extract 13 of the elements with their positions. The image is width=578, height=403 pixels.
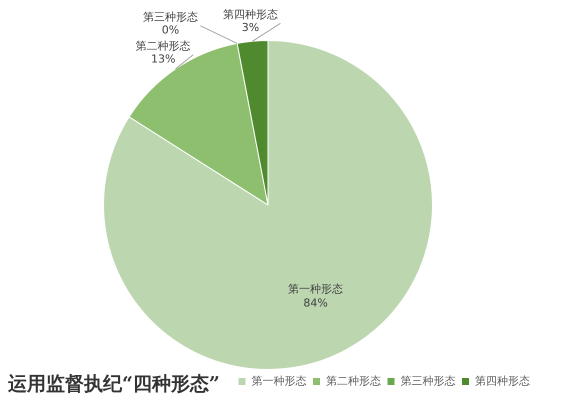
data-label: 13% [150, 52, 176, 66]
text: 0% [162, 24, 180, 37]
legend-label: 第四种形态 [475, 374, 530, 388]
data-label: 3% [242, 21, 260, 34]
category-label: 第三种形态 [142, 10, 198, 24]
slice-label: 第一种形态 [288, 282, 344, 296]
legend-label: 第三种形态 [400, 374, 456, 388]
legend-label: 第二种形态 [326, 374, 381, 388]
data-label: 84% [303, 296, 328, 310]
legend-label: 第一种形态 [252, 374, 306, 388]
slice-label: 第四种形态 [222, 8, 278, 22]
text: 运用监督执纪“四种形态” [8, 372, 220, 397]
slice-label: 第二种形态 [136, 40, 191, 53]
